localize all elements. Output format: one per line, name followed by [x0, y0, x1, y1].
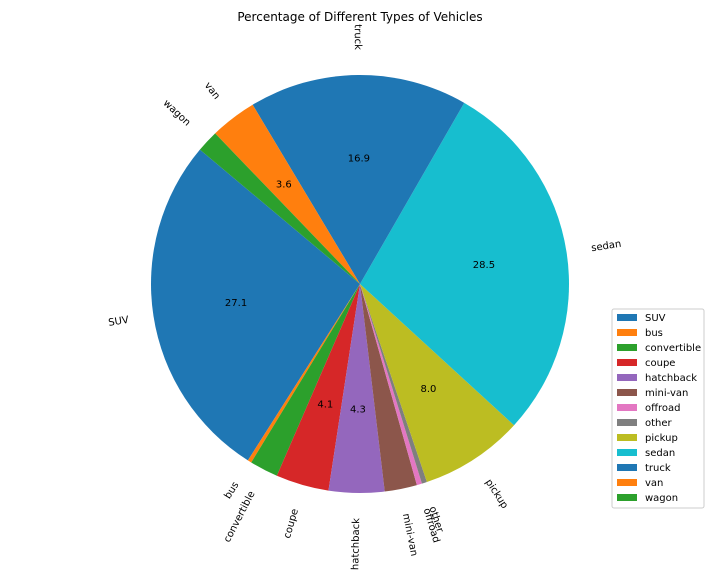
legend-label-van: van [645, 478, 663, 489]
percentage-labels: 27.1 4.1 4.3 8.0 28.5 16.9 3.6 [225, 154, 495, 416]
legend-label-truck: truck [645, 463, 671, 474]
slice-convertible [251, 284, 360, 476]
slice-label-hatchback: hatchback [350, 518, 362, 570]
legend-swatch-SUV [617, 314, 637, 321]
legend-swatch-other [617, 419, 637, 426]
legend-label-wagon: wagon [645, 493, 678, 504]
legend-swatch-offroad [617, 404, 637, 411]
slice-bus [247, 284, 360, 463]
legend-frame [611, 308, 705, 509]
pct-label-van: 3.6 [276, 179, 292, 190]
legend-swatch-pickup [617, 434, 637, 441]
slice-van [215, 104, 360, 285]
slice-hatchback [328, 284, 385, 493]
slice-truck [252, 74, 465, 284]
slice-label-mini-van: mini-van [400, 513, 419, 558]
legend-label-bus: bus [645, 328, 663, 339]
pct-label-truck: 16.9 [348, 154, 370, 165]
legend-swatch-mini-van [617, 389, 637, 396]
slice-pickup [360, 284, 515, 482]
legend-label-mini-van: mini-van [645, 388, 688, 399]
slice-offroad [360, 284, 422, 486]
slice-coupe [276, 284, 360, 491]
legend-swatch-bus [617, 329, 637, 336]
pct-label-SUV: 27.1 [225, 298, 247, 309]
legend-label-pickup: pickup [645, 433, 678, 444]
slice-label-coupe: coupe [282, 508, 301, 540]
legend: SUV bus convertible coupe hatchback mini-van o… [611, 308, 705, 509]
pct-label-pickup: 8.0 [420, 384, 436, 395]
slice-label-truck: truck [352, 24, 363, 50]
slice-label-SUV: SUV [108, 315, 130, 329]
legend-label-hatchback: hatchback [645, 373, 697, 384]
legend-swatch-hatchback [617, 374, 637, 381]
legend-swatch-van [617, 479, 637, 486]
slice-other [360, 284, 427, 484]
legend-label-sedan: sedan [645, 448, 675, 459]
slice-SUV [150, 149, 360, 461]
slice-label-van: van [202, 80, 222, 101]
legend-swatch-coupe [617, 359, 637, 366]
legend-label-coupe: coupe [645, 358, 675, 369]
legend-label-offroad: offroad [645, 403, 681, 414]
pct-label-hatchback: 4.3 [350, 404, 366, 415]
pie-slices [150, 74, 569, 493]
slice-label-bus: bus [223, 480, 242, 501]
slice-mini-van [360, 284, 417, 492]
slice-label-sedan: sedan [591, 239, 623, 254]
pct-label-coupe: 4.1 [317, 400, 333, 411]
legend-label-convertible: convertible [645, 343, 701, 354]
legend-swatch-convertible [617, 344, 637, 351]
legend-label-other: other [645, 418, 673, 429]
chart-title: Percentage of Different Types of Vehicle… [237, 10, 482, 24]
slice-label-pickup: pickup [483, 477, 510, 510]
legend-swatch-sedan [617, 449, 637, 456]
slice-wagon [199, 133, 360, 284]
legend-label-SUV: SUV [645, 313, 666, 324]
legend-swatch-wagon [617, 494, 637, 501]
legend-swatch-truck [617, 464, 637, 471]
slice-sedan [360, 102, 569, 426]
pct-label-sedan: 28.5 [473, 260, 495, 271]
slice-label-wagon: wagon [161, 98, 193, 129]
